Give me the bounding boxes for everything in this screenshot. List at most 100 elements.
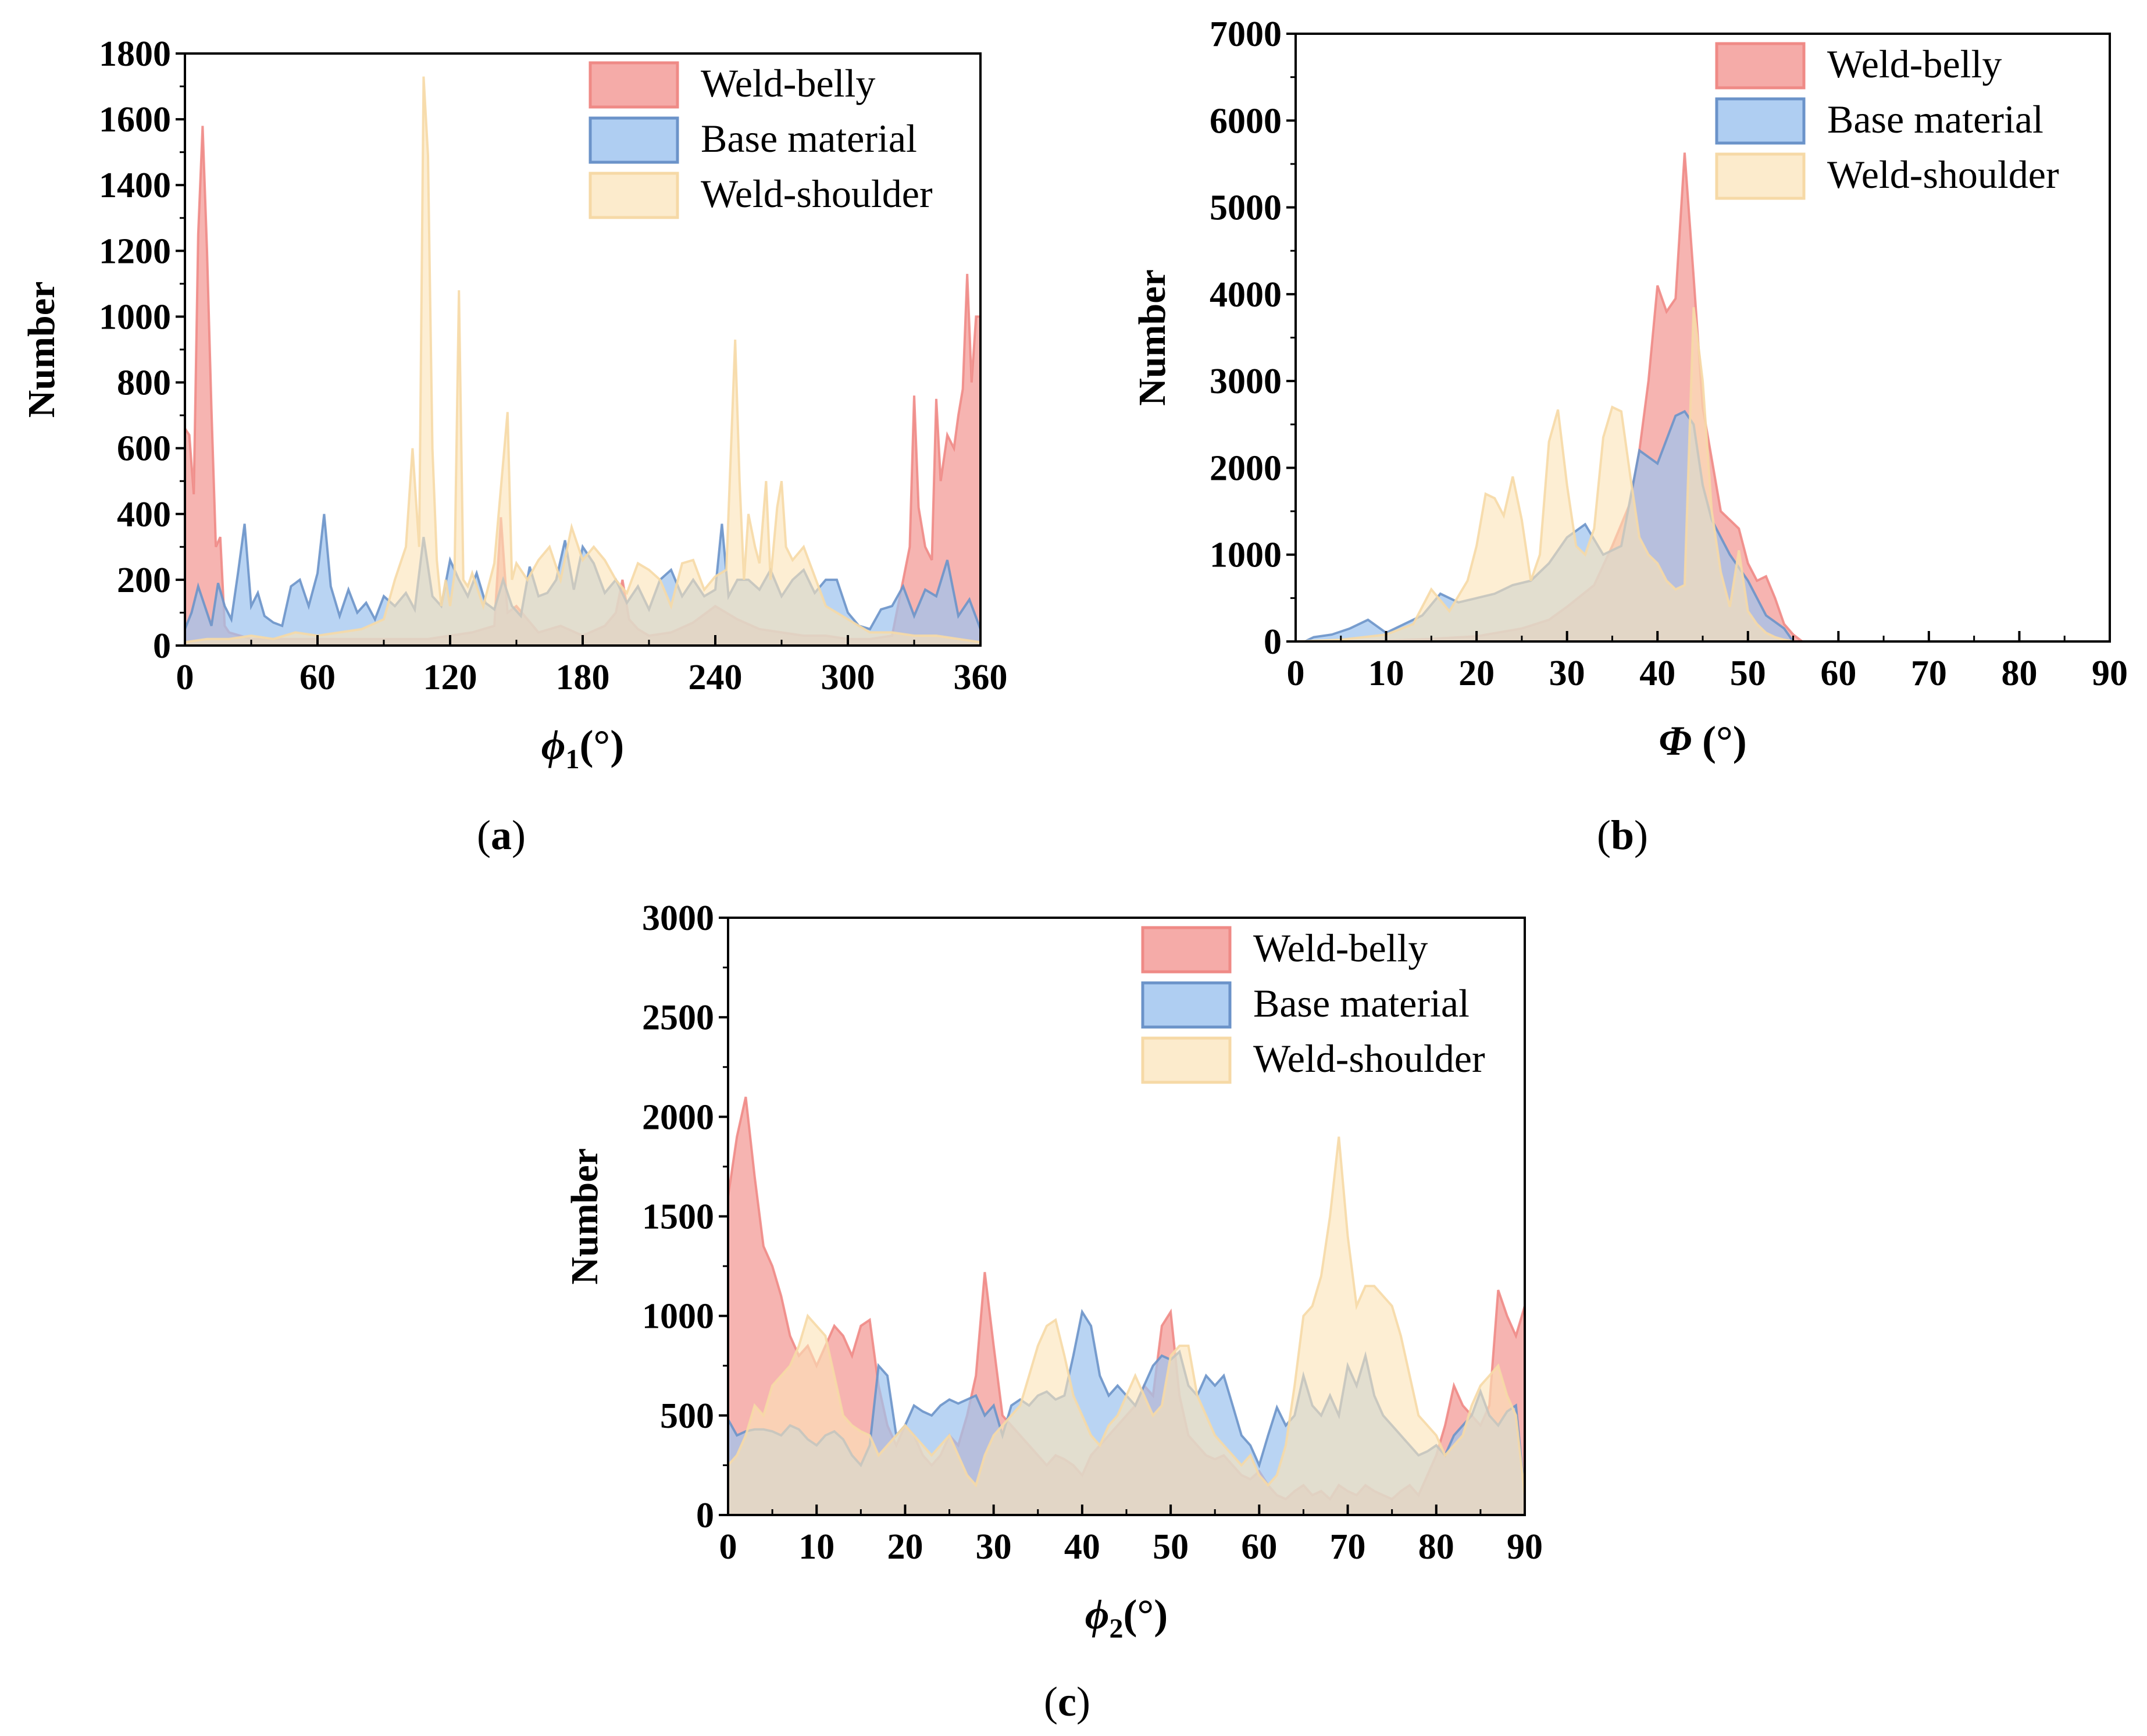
legend-label-base-material: Base material bbox=[1827, 97, 2043, 141]
legend-label-weld-shoulder: Weld-shoulder bbox=[701, 172, 933, 216]
x-tick-label: 360 bbox=[954, 658, 1008, 697]
legend-swatch-weld-belly bbox=[589, 61, 679, 109]
y-axis-title: Number bbox=[564, 1148, 606, 1285]
y-tick-label: 1600 bbox=[99, 100, 171, 140]
y-tick-label: 4000 bbox=[1210, 275, 1282, 315]
panel-label: (b) bbox=[1597, 812, 1648, 858]
legend-swatch-base-material bbox=[1715, 97, 1806, 145]
x-tick-label: 70 bbox=[1330, 1527, 1366, 1567]
x-tick-label: 60 bbox=[1820, 654, 1856, 693]
x-tick-label: 70 bbox=[1911, 654, 1947, 693]
y-tick-label: 1200 bbox=[99, 231, 171, 271]
x-tick-label: 20 bbox=[1458, 654, 1495, 693]
x-tick-label: 20 bbox=[887, 1527, 923, 1567]
x-tick-label: 60 bbox=[1241, 1527, 1277, 1567]
legend-label-weld-shoulder: Weld-shoulder bbox=[1827, 152, 2059, 197]
line-weld-shoulder bbox=[1296, 307, 1793, 641]
y-tick-label: 1400 bbox=[99, 166, 171, 205]
x-axis-subscript: 1 bbox=[565, 744, 579, 775]
area-weld-shoulder bbox=[728, 1136, 1525, 1515]
y-tick-label: 0 bbox=[1264, 622, 1282, 662]
line-weld-shoulder bbox=[728, 1136, 1525, 1496]
x-tick-label: 120 bbox=[423, 658, 477, 697]
y-tick-label: 1800 bbox=[99, 34, 171, 74]
x-tick-label: 50 bbox=[1153, 1527, 1189, 1567]
legend-label-base-material: Base material bbox=[1253, 981, 1470, 1025]
x-axis-subscript: 2 bbox=[1109, 1613, 1123, 1644]
panel-label: (a) bbox=[477, 812, 526, 858]
legend-label-weld-belly: Weld-belly bbox=[1253, 926, 1428, 970]
x-tick-label: 60 bbox=[299, 658, 336, 697]
y-tick-label: 3000 bbox=[642, 899, 714, 938]
x-tick-label: 10 bbox=[1368, 654, 1404, 693]
x-tick-label: 0 bbox=[719, 1527, 737, 1567]
y-tick-label: 3000 bbox=[1210, 362, 1282, 401]
series-group bbox=[185, 76, 980, 646]
y-axis-title: Number bbox=[20, 281, 63, 418]
x-tick-label: 40 bbox=[1639, 654, 1675, 693]
y-tick-label: 2500 bbox=[642, 998, 714, 1038]
x-axis-symbol: Φ bbox=[1659, 718, 1692, 764]
x-tick-label: 90 bbox=[1507, 1527, 1543, 1567]
y-tick-label: 2000 bbox=[1210, 448, 1282, 488]
x-tick-label: 0 bbox=[176, 658, 194, 697]
y-tick-label: 1000 bbox=[1210, 536, 1282, 575]
line-weld-shoulder bbox=[185, 76, 980, 644]
legend-label-weld-belly: Weld-belly bbox=[701, 61, 875, 105]
legend-swatch-weld-belly bbox=[1715, 42, 1806, 90]
x-tick-label: 300 bbox=[821, 658, 875, 697]
x-axis-unit: (°) bbox=[1692, 718, 1747, 764]
x-axis-title: Φ (°) bbox=[1659, 718, 1747, 764]
x-axis-title: ϕ1(°) bbox=[541, 722, 624, 775]
y-tick-label: 7000 bbox=[1210, 15, 1282, 54]
chart-b: 0 10 20 30 40 50 60 70 80 90 0 1000 2000 3000 4000 5000… bbox=[1131, 15, 2128, 858]
x-tick-label: 40 bbox=[1064, 1527, 1100, 1567]
x-tick-label: 30 bbox=[1549, 654, 1585, 693]
legend-swatch-weld-shoulder bbox=[589, 172, 679, 219]
x-tick-label: 80 bbox=[2001, 654, 2037, 693]
y-tick-label: 500 bbox=[660, 1396, 714, 1436]
y-tick-label: 0 bbox=[696, 1496, 714, 1535]
x-tick-label: 0 bbox=[1287, 654, 1305, 693]
y-tick-label: 1000 bbox=[642, 1297, 714, 1336]
legend-swatch-base-material bbox=[589, 116, 679, 164]
y-tick-label: 1500 bbox=[642, 1197, 714, 1237]
area-weld-shoulder bbox=[185, 76, 980, 646]
legend-swatch-weld-shoulder bbox=[1141, 1036, 1232, 1084]
legend-label-base-material: Base material bbox=[701, 116, 917, 161]
y-tick-label: 6000 bbox=[1210, 101, 1282, 141]
x-axis-title: ϕ2(°) bbox=[1085, 1591, 1168, 1644]
y-tick-label: 2000 bbox=[642, 1097, 714, 1137]
y-tick-label: 5000 bbox=[1210, 188, 1282, 228]
x-tick-label: 90 bbox=[2092, 654, 2128, 693]
y-axis-title: Number bbox=[1131, 269, 1174, 406]
series-group bbox=[728, 1096, 1525, 1515]
y-tick-label: 200 bbox=[117, 561, 171, 600]
chart-a: 0 60 120 180 240 300 360 0 200 400 600 800 1000 1200 1… bbox=[20, 34, 1008, 858]
y-tick-label: 1000 bbox=[99, 297, 171, 337]
area-weld-shoulder bbox=[1296, 307, 1793, 641]
panel-label: (c) bbox=[1044, 1678, 1090, 1725]
x-tick-label: 240 bbox=[689, 658, 743, 697]
y-tick-label: 800 bbox=[117, 363, 171, 403]
x-tick-label: 80 bbox=[1418, 1527, 1454, 1567]
legend-swatch-base-material bbox=[1141, 981, 1232, 1029]
x-tick-label: 10 bbox=[798, 1527, 834, 1567]
x-axis-symbol: ϕ bbox=[541, 722, 566, 768]
x-tick-label: 50 bbox=[1730, 654, 1766, 693]
legend-swatch-weld-belly bbox=[1141, 926, 1232, 974]
chart-c: 0 10 20 30 40 50 60 70 80 90 0 500 1000 1500 2000 2500 3… bbox=[564, 899, 1543, 1725]
y-tick-label: 400 bbox=[117, 495, 171, 534]
x-axis-unit: (°) bbox=[1123, 1591, 1168, 1638]
legend-label-weld-belly: Weld-belly bbox=[1827, 42, 2002, 86]
x-tick-label: 180 bbox=[556, 658, 610, 697]
x-axis-unit: (°) bbox=[579, 722, 624, 768]
legend-swatch-weld-shoulder bbox=[1715, 152, 1806, 200]
x-tick-label: 30 bbox=[976, 1527, 1012, 1567]
x-axis-symbol: ϕ bbox=[1085, 1591, 1110, 1638]
y-tick-label: 0 bbox=[153, 626, 171, 666]
series-group bbox=[1296, 152, 1803, 641]
y-tick-label: 600 bbox=[117, 429, 171, 469]
legend-label-weld-shoulder: Weld-shoulder bbox=[1253, 1036, 1485, 1081]
